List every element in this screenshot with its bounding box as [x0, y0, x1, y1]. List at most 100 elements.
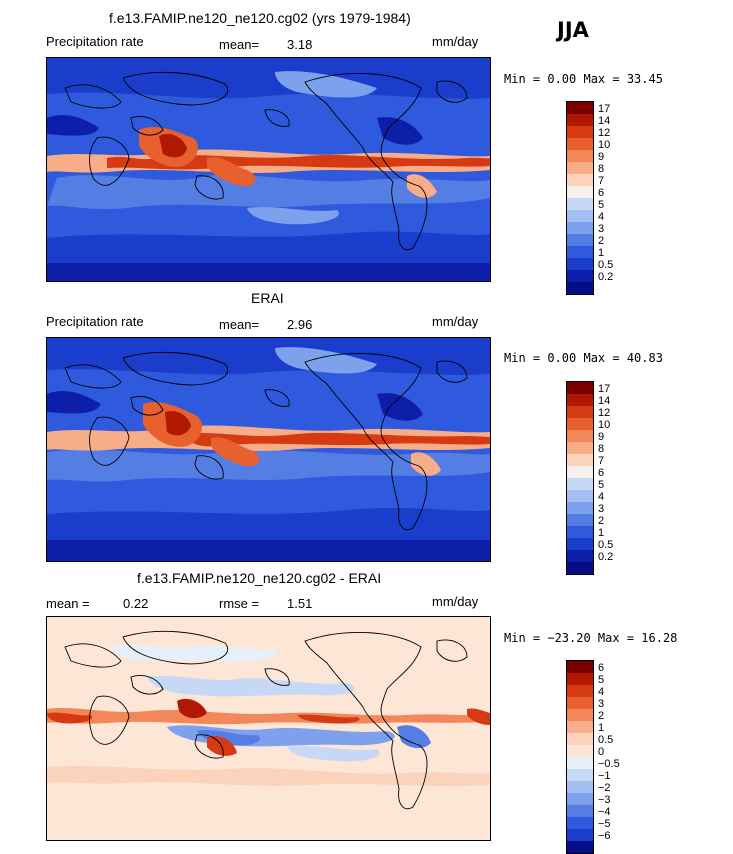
colorbar-swatch [567, 721, 593, 733]
colorbar-swatch [567, 382, 593, 394]
panel-title-diff: f.e13.FAMIP.ne120_ne120.cg02 - ERAI [137, 570, 382, 586]
colorbar-tick-label: −2 [598, 782, 611, 794]
colorbar-swatch [567, 126, 593, 138]
minmax-diff: Min = −23.20 Max = 16.28 [504, 631, 678, 645]
colorbar-swatch [567, 502, 593, 514]
colorbar-swatch [567, 246, 593, 258]
units-label-model: mm/day [432, 34, 479, 49]
colorbar-tick-label: 7 [598, 175, 605, 187]
colorbar-swatch [567, 709, 593, 721]
colorbar-tick-label: 10 [598, 139, 611, 151]
colorbar-model [566, 101, 594, 295]
colorbar-tick-label: 1 [598, 247, 605, 259]
colorbar-swatch [567, 793, 593, 805]
colorbar-swatch [567, 661, 593, 673]
colorbar-tick-label: 14 [598, 395, 611, 407]
mean-value-obs: 2.96 [287, 317, 313, 332]
colorbar-swatch [567, 817, 593, 829]
mean-value-model: 3.18 [287, 37, 313, 52]
colorbar-swatch [567, 258, 593, 270]
colorbar-tick-label: 4 [598, 211, 605, 223]
colorbar-swatch [567, 685, 593, 697]
precip-map-obs [46, 337, 491, 562]
colorbar-swatch [567, 186, 593, 198]
colorbar-tick-label: −4 [598, 806, 611, 818]
colorbar-tick-label: −3 [598, 794, 611, 806]
colorbar-swatch [567, 174, 593, 186]
colorbar-swatch [567, 406, 593, 418]
colorbar-swatch [567, 745, 593, 757]
colorbar-tick-label: 0.2 [598, 271, 614, 283]
colorbar-swatch [567, 138, 593, 150]
colorbar-swatch [567, 150, 593, 162]
colorbar-swatch [567, 466, 593, 478]
colorbar-tick-label: 0.2 [598, 551, 614, 563]
colorbar-swatch [567, 757, 593, 769]
colorbar-swatch [567, 673, 593, 685]
precip-map-model [46, 57, 491, 282]
colorbar-tick-label: 0.5 [598, 539, 614, 551]
mean-label-obs: mean= [219, 317, 260, 332]
colorbar-tick-label: −1 [598, 770, 611, 782]
units-label-diff: mm/day [432, 594, 479, 609]
colorbar-swatch [567, 198, 593, 210]
colorbar-tick-label: 12 [598, 407, 611, 419]
colorbar-tick-label: 1 [598, 527, 605, 539]
colorbar-swatch [567, 478, 593, 490]
colorbar-tick-label: 4 [598, 491, 605, 503]
colorbar-swatch [567, 454, 593, 466]
colorbar-swatch [567, 102, 593, 114]
colorbar-tick-label: 6 [598, 187, 605, 199]
colorbar-swatch [567, 829, 593, 841]
colorbar-tick-label: 0.5 [598, 259, 614, 271]
colorbar-swatch [567, 234, 593, 246]
colorbar-tick-label: 9 [598, 431, 605, 443]
colorbar-swatch [567, 697, 593, 709]
minmax-model: Min = 0.00 Max = 33.45 [504, 72, 663, 86]
colorbar-swatch [567, 538, 593, 550]
colorbar-swatch [567, 550, 593, 562]
colorbar-tick-label: 2 [598, 235, 605, 247]
mean-value-diff: 0.22 [123, 596, 149, 611]
colorbar-ticks-obs: 17 14 12 10 9 8 7 6 5 4 3 2 1 0.5 0.2 [598, 383, 613, 563]
colorbar-tick-label: 1 [598, 722, 605, 734]
colorbar-tick-label: 7 [598, 455, 605, 467]
colorbar-swatch [567, 114, 593, 126]
colorbar-tick-label: 8 [598, 163, 605, 175]
colorbar-swatch [567, 781, 593, 793]
field-label-obs: Precipitation rate [46, 314, 144, 329]
colorbar-swatch [567, 514, 593, 526]
minmax-obs: Min = 0.00 Max = 40.83 [504, 351, 663, 365]
colorbar-swatch [567, 733, 593, 745]
colorbar-tick-label: 6 [598, 467, 605, 479]
colorbar-swatch [567, 282, 593, 294]
colorbar-tick-label: 10 [598, 419, 611, 431]
colorbar-tick-label: 5 [598, 479, 605, 491]
colorbar-tick-label: 5 [598, 674, 605, 686]
colorbar-tick-label: 3 [598, 698, 605, 710]
colorbar-tick-label: 0.5 [598, 734, 614, 746]
colorbar-tick-label: 14 [598, 115, 611, 127]
season-label: JJA [557, 18, 589, 42]
panel-title-model: f.e13.FAMIP.ne120_ne120.cg02 (yrs 1979-1… [109, 10, 411, 26]
rmse-label-diff: rmse = [219, 596, 260, 611]
colorbar-ticks-model: 17 14 12 10 9 8 7 6 5 4 3 2 1 0.5 0.2 [598, 103, 613, 283]
colorbar-tick-label: 17 [598, 383, 611, 395]
colorbar-swatch [567, 210, 593, 222]
precip-map-diff [46, 616, 491, 841]
colorbar-tick-label: −0.5 [598, 758, 620, 770]
colorbar-tick-label: 12 [598, 127, 611, 139]
units-label-obs: mm/day [432, 314, 479, 329]
colorbar-swatch [567, 769, 593, 781]
colorbar-ticks-diff: 6 5 4 3 2 1 0.5 0 −0.5 −1 −2 −3 −4 −5 −6 [598, 662, 620, 842]
colorbar-tick-label: 0 [598, 746, 605, 758]
colorbar-swatch [567, 805, 593, 817]
colorbar-tick-label: 4 [598, 686, 605, 698]
colorbar-swatch [567, 394, 593, 406]
colorbar-swatch [567, 270, 593, 282]
colorbar-tick-label: 8 [598, 443, 605, 455]
colorbar-swatch [567, 162, 593, 174]
colorbar-tick-label: 2 [598, 515, 605, 527]
field-label-model: Precipitation rate [46, 34, 144, 49]
colorbar-swatch [567, 562, 593, 574]
